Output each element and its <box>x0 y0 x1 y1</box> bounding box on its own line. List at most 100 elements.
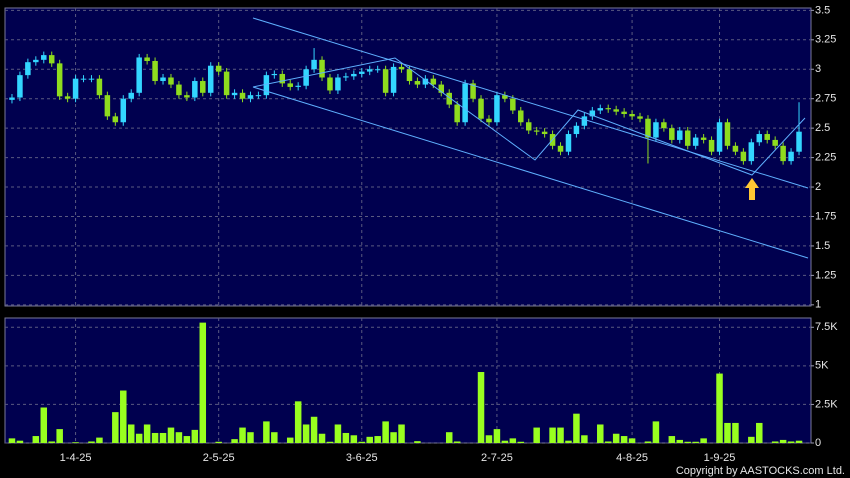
volume-bar <box>135 433 143 443</box>
candle-body <box>88 78 95 80</box>
candle-body <box>661 122 667 129</box>
candle-body <box>724 122 731 146</box>
candle-body <box>144 57 150 62</box>
candle-body <box>359 71 365 74</box>
volume-bar <box>40 407 48 443</box>
mark-layer <box>8 48 803 443</box>
volume-bar <box>247 432 254 443</box>
trend-zigzag <box>252 57 806 176</box>
volume-bar <box>509 438 517 443</box>
candle-body <box>684 130 691 146</box>
x-tick-label: 2-7-25 <box>481 452 513 464</box>
volume-bar <box>612 433 620 443</box>
candle-body <box>748 142 755 162</box>
volume-bar <box>302 424 310 443</box>
volume-bar <box>183 436 191 443</box>
candle-body <box>613 109 619 112</box>
volume-bar <box>644 441 652 443</box>
candle-body <box>200 81 206 93</box>
candle-body <box>581 116 588 126</box>
candle-body <box>621 111 627 115</box>
volume-bar <box>326 441 334 443</box>
candle-body <box>168 77 174 85</box>
candle-body <box>700 137 707 140</box>
candle-body <box>231 92 238 96</box>
volume-bar <box>366 436 373 443</box>
candle-body <box>462 83 468 123</box>
volume-bar <box>112 412 119 443</box>
volume-bar <box>684 441 691 443</box>
volume-bar <box>716 373 723 443</box>
volume-bar <box>668 436 676 443</box>
candle-body <box>772 139 778 146</box>
volume-bar <box>350 435 358 443</box>
y-tick-label: 1.25 <box>815 269 836 281</box>
volume-bar <box>453 441 461 443</box>
candle-body <box>708 139 715 152</box>
candle-body <box>247 95 254 99</box>
candle-body <box>207 65 214 93</box>
volume-bar <box>604 441 612 443</box>
x-tick-label: 4-8-25 <box>616 452 648 464</box>
volume-bar <box>748 436 755 443</box>
volume-bar <box>271 432 278 443</box>
candle-body <box>176 84 182 96</box>
candle-body <box>510 98 516 111</box>
y-tick-label: 2.5K <box>815 398 838 410</box>
candle-body <box>788 151 794 162</box>
y-tick-label: 2.5 <box>815 122 830 134</box>
volume-bar <box>597 424 604 443</box>
volume-bar <box>32 436 40 443</box>
volume-bar <box>795 440 803 443</box>
volume-bar <box>294 401 302 443</box>
y-tick-label: 7.5K <box>815 321 838 333</box>
volume-panel <box>4 317 812 444</box>
volume-bar <box>732 422 739 443</box>
candle-body <box>239 92 246 99</box>
volume-bar <box>374 436 381 443</box>
volume-bar <box>358 441 366 443</box>
volume-bar <box>652 421 660 443</box>
candle-body <box>374 69 381 71</box>
candle-body <box>80 78 87 80</box>
y-tick-label: 3.25 <box>815 34 836 46</box>
volume-bar <box>692 441 699 443</box>
candle-body <box>215 65 222 72</box>
candle-body <box>366 69 373 72</box>
candle-body <box>677 130 683 140</box>
candle-body <box>645 118 651 138</box>
candle-body <box>255 95 262 97</box>
trend-line <box>252 86 809 259</box>
y-tick-label: 1.75 <box>815 210 836 222</box>
candle-body <box>184 95 190 98</box>
volume-bar <box>565 440 572 443</box>
volume-bar <box>318 433 326 443</box>
volume-bar <box>263 421 270 443</box>
candle-body <box>343 76 349 78</box>
candle-body <box>669 128 675 140</box>
candle-body <box>518 110 524 123</box>
candle-body <box>446 92 452 105</box>
candle-body <box>279 73 286 84</box>
candle-body <box>335 77 341 91</box>
candle-body <box>9 97 15 100</box>
volume-bar <box>167 427 175 443</box>
volume-bar <box>493 429 501 443</box>
volume-bar <box>334 424 342 443</box>
volume-bar <box>96 437 103 443</box>
candle-body <box>327 77 333 91</box>
y-tick-label: 2 <box>815 181 821 193</box>
candle-body <box>541 131 548 135</box>
candle-body <box>740 151 747 162</box>
candle-body <box>430 78 437 85</box>
volume-bar <box>159 432 167 443</box>
candle-body <box>192 81 198 98</box>
volume-bar <box>414 441 421 443</box>
volume-bar <box>581 435 588 443</box>
volume-bar <box>8 438 16 443</box>
trend-lines <box>252 17 809 259</box>
price-panel <box>4 7 812 307</box>
y-tick-label: 2.75 <box>815 93 836 105</box>
volume-bar <box>501 440 509 443</box>
